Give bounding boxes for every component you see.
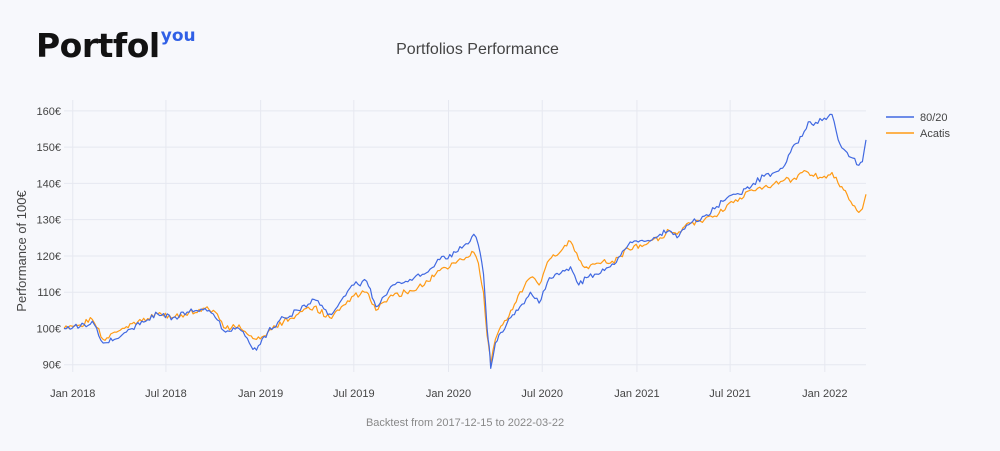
y-tick-label: 120€: [37, 251, 61, 263]
legend-label-acatis[interactable]: Acatis: [920, 128, 950, 140]
y-tick-label: 150€: [37, 142, 61, 154]
legend[interactable]: 80/20 Acatis: [886, 112, 950, 140]
x-tick-label: Jan 2019: [238, 388, 283, 400]
x-tick-label: Jul 2021: [709, 388, 751, 400]
chart-title: Portfolios Performance: [396, 41, 559, 58]
x-tick-label: Jul 2019: [333, 388, 375, 400]
y-tick-label: 160€: [37, 106, 61, 118]
x-tick-label: Jul 2020: [521, 388, 563, 400]
y-tick-label: 130€: [37, 215, 61, 227]
y-tick-label: 110€: [37, 287, 61, 299]
logo-wordmark: Portfol: [36, 26, 160, 65]
y-tick-label: 100€: [37, 323, 61, 335]
x-tick-label: Jan 2021: [614, 388, 659, 400]
x-tick-label: Jul 2018: [145, 388, 187, 400]
y-tick-label: 140€: [37, 178, 61, 190]
legend-label-80-20[interactable]: 80/20: [920, 112, 948, 124]
x-tick-label: Jan 2020: [426, 388, 471, 400]
axis-ticks: 90€ 100€ 110€ 120€ 130€ 140€ 150€ 160€ Jan 2018 J…: [37, 106, 848, 400]
x-tick-label: Jan 2018: [50, 388, 95, 400]
series-line-acatis: [63, 170, 867, 366]
series: [63, 113, 867, 369]
x-tick-label: Jan 2022: [802, 388, 847, 400]
grid: [64, 100, 866, 372]
y-axis-label: Performance of 100€: [14, 190, 29, 312]
portfolyou-logo: Portfol you: [36, 26, 196, 66]
backtest-footnote: Backtest from 2017-12-15 to 2022-03-22: [365, 417, 565, 429]
y-tick-label: 90€: [43, 360, 61, 372]
logo-superscript: you: [160, 26, 196, 46]
series-line-80-20: [63, 113, 867, 369]
